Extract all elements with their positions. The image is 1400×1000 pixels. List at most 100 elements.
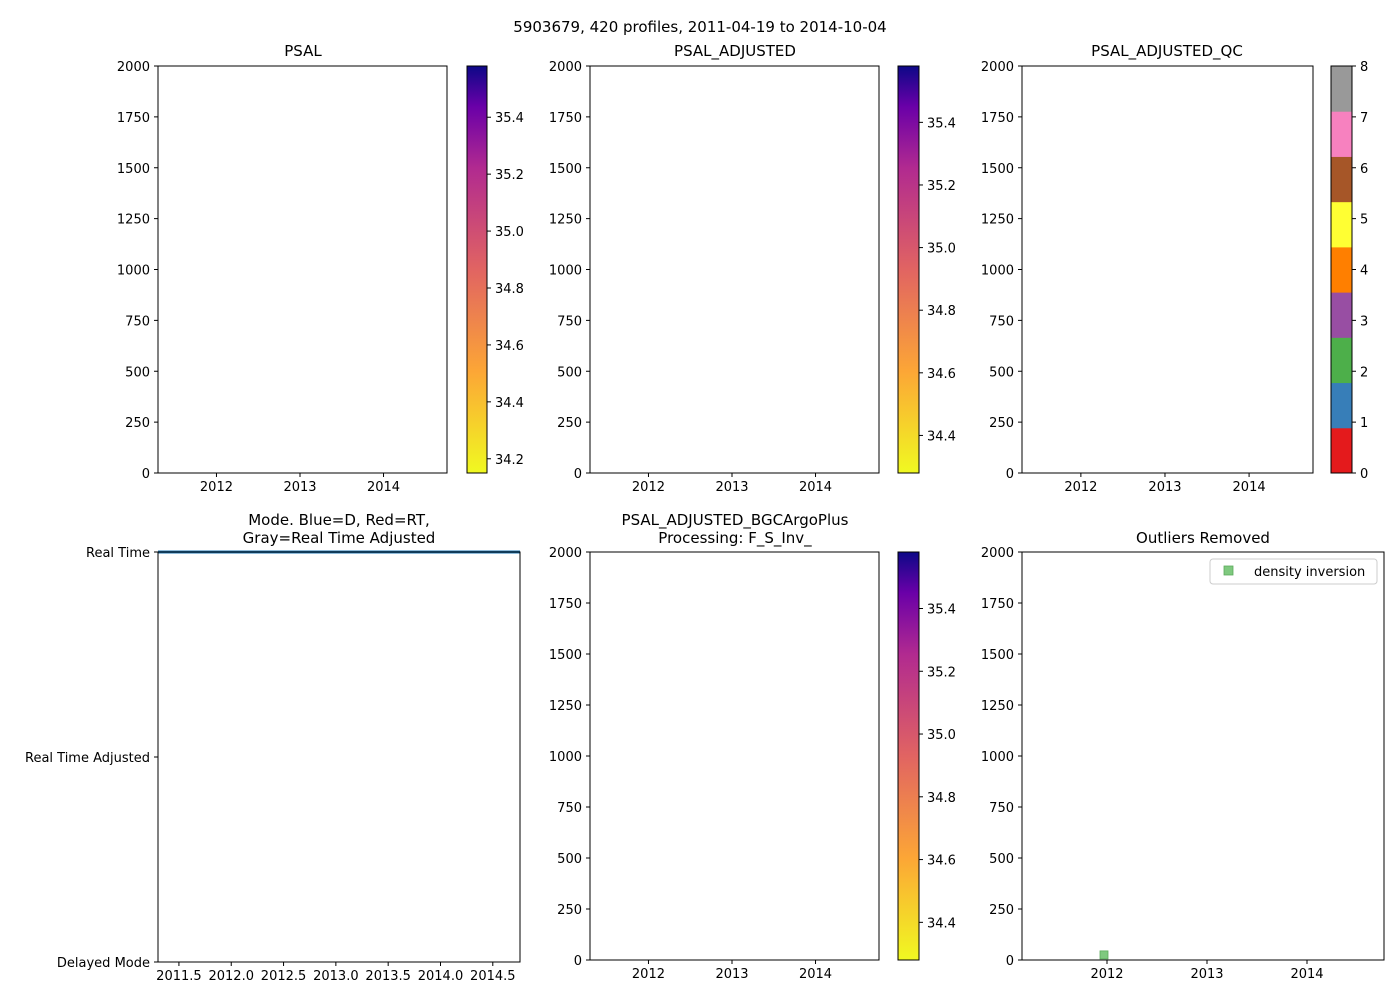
psal-bgc-colorbar-tick-label: 34.8 — [927, 791, 956, 806]
mode-x-tick-label: 2012.5 — [261, 969, 307, 984]
psal-adjusted-qc-y-tick-label: 0 — [1006, 467, 1014, 482]
psal-adjusted-qc-colorbar-segment — [1331, 246, 1352, 293]
legend-label-density-inversion: density inversion — [1254, 565, 1365, 580]
psal-y-tick-label: 1500 — [117, 162, 150, 177]
psal-adjusted-x-tick-label: 2013 — [715, 480, 748, 495]
outliers-axes: 2012 2013 2014 0 250 500 750 1000 1250 1500 1750 20… — [981, 546, 1324, 982]
psal-bgc-title-line-1: PSAL_ADJUSTED_BGCArgoPlus — [622, 511, 849, 530]
psal-colorbar-tick-label: 35.4 — [495, 111, 524, 126]
psal-adjusted-y-tick-label: 1500 — [549, 162, 582, 177]
psal-axes-frame — [157, 65, 448, 474]
legend-frame — [1209, 558, 1378, 585]
psal-bgc-colorbar-gradient — [898, 552, 919, 960]
psal-axes: 2012 2013 2014 0 250 500 750 1000 1250 1500 1750 20… — [117, 60, 400, 495]
psal-y-tick-label: 500 — [125, 365, 150, 380]
psal-adjusted-qc-y-tick-label: 1500 — [981, 162, 1014, 177]
psal-adjusted-y-tick-label: 500 — [557, 365, 582, 380]
psal-bgc-y-tick-label: 2000 — [549, 546, 582, 561]
psal-bgc-y-tick-label: 750 — [557, 801, 582, 816]
outliers-x-tick-label: 2014 — [1290, 967, 1323, 982]
mode-title-line-1: Mode. Blue=D, Red=RT, — [248, 511, 430, 529]
psal-bgc-colorbar: 34.4 34.6 34.8 35.0 35.2 35.4 — [897, 551, 956, 961]
psal-bgc-y-tick-label: 1250 — [549, 699, 582, 714]
psal-bgc-colorbar-tick-label: 35.2 — [927, 665, 956, 680]
psal-adjusted-colorbar-tick-label: 35.2 — [927, 179, 956, 194]
psal-colorbar-tick-label: 34.4 — [495, 396, 524, 411]
psal-adjusted-colorbar-tick-label: 34.4 — [927, 429, 956, 444]
psal-title: PSAL — [284, 42, 322, 60]
psal-adjusted-qc-colorbar-segment — [1331, 427, 1352, 474]
psal-y-tick-label: 1750 — [117, 111, 150, 126]
psal-y-tick-label: 250 — [125, 416, 150, 431]
outliers-x-tick-label: 2012 — [1090, 967, 1123, 982]
psal-bgc-x-tick-label: 2013 — [715, 967, 748, 982]
psal-adjusted-title: PSAL_ADJUSTED — [674, 42, 796, 61]
psal-bgc-colorbar-tick-label: 34.4 — [927, 916, 956, 931]
psal-bgc-y-tick-label: 0 — [574, 954, 582, 969]
mode-x-tick-label: 2012.0 — [208, 969, 254, 984]
psal-adjusted-qc-x-tick-label: 2014 — [1233, 480, 1266, 495]
psal-adjusted-y-tick-label: 250 — [557, 416, 582, 431]
psal-bgc-y-tick-label: 1000 — [549, 750, 582, 765]
outliers-y-tick-label: 750 — [989, 801, 1014, 816]
psal-adjusted-qc-colorbar-segment — [1331, 111, 1352, 157]
psal-x-tick-label: 2013 — [283, 480, 316, 495]
psal-adjusted-y-tick-label: 1250 — [549, 213, 582, 228]
psal-bgc-axes: 2012 2013 2014 0 250 500 750 1000 1250 1500 1750 20… — [549, 546, 832, 982]
psal-adjusted-qc-colorbar-tick-label: 4 — [1360, 264, 1368, 279]
outliers-axes-frame — [1021, 551, 1385, 961]
psal-colorbar: 34.2 34.4 34.6 34.8 35.0 35.2 35.4 — [466, 65, 524, 474]
mode-panel: Mode. Blue=D, Red=RT, Gray=Real Time Adj… — [25, 511, 521, 984]
psal-bgc-colorbar-frame — [897, 551, 920, 961]
psal-adjusted-qc-y-tick-label: 2000 — [981, 60, 1014, 75]
psal-adjusted-qc-colorbar-tick-label: 1 — [1360, 416, 1368, 431]
mode-axes: 2011.5 2012.0 2012.5 2013.0 2013.5 2014.0 2014… — [25, 546, 516, 984]
psal-adjusted-qc-panel: PSAL_ADJUSTED_QC 2012 2013 201402505007501… — [981, 42, 1368, 495]
outliers-x-tick-label: 2013 — [1190, 967, 1223, 982]
psal-adjusted-qc-y-tick-label: 1750 — [981, 111, 1014, 126]
psal-bgc-panel: PSAL_ADJUSTED_BGCArgoPlus Processing: F_… — [549, 511, 956, 982]
psal-colorbar-tick-label: 34.2 — [495, 453, 524, 468]
psal-adjusted-colorbar-tick-label: 34.6 — [927, 367, 956, 382]
psal-adjusted-y-tick-label: 1000 — [549, 264, 582, 279]
psal-bgc-axes-frame — [589, 551, 880, 961]
psal-y-tick-label: 0 — [142, 467, 150, 482]
psal-adjusted-qc-colorbar-tick-label: 8 — [1360, 60, 1368, 75]
psal-adjusted-colorbar-frame — [897, 65, 920, 474]
psal-y-tick-label: 2000 — [117, 60, 150, 75]
psal-bgc-colorbar-tick-label: 35.0 — [927, 728, 956, 743]
psal-adjusted-colorbar-gradient — [898, 66, 919, 473]
mode-y-tick-label: Real Time — [86, 546, 150, 561]
mode-x-tick-label: 2013.5 — [365, 969, 411, 984]
mode-x-tick-label: 2013.0 — [313, 969, 359, 984]
psal-y-tick-label: 1250 — [117, 213, 150, 228]
psal-adjusted-axes: 2012 2013 2014 0 250 500 750 1000 1250 1500 1750 20… — [549, 60, 832, 495]
psal-adjusted-qc-colorbar-tick-label: 6 — [1360, 162, 1368, 177]
psal-adjusted-qc-colorbar-tick-label: 5 — [1360, 213, 1368, 228]
psal-adjusted-qc-title: PSAL_ADJUSTED_QC — [1091, 42, 1243, 61]
psal-adjusted-qc-colorbar-tick-label: 3 — [1360, 314, 1368, 329]
psal-adjusted-y-tick-label: 1750 — [549, 111, 582, 126]
mode-title-line-2: Gray=Real Time Adjusted — [243, 529, 436, 547]
psal-bgc-y-tick-label: 1500 — [549, 648, 582, 663]
outliers-y-tick-label: 1750 — [981, 597, 1014, 612]
outliers-y-tick-label: 1250 — [981, 699, 1014, 714]
psal-bgc-y-tick-label: 500 — [557, 852, 582, 867]
psal-adjusted-qc-colorbar-tick-label: 0 — [1360, 467, 1368, 482]
outliers-y-tick-label: 250 — [989, 903, 1014, 918]
mode-y-tick-label: Delayed Mode — [57, 956, 150, 971]
psal-adjusted-qc-colorbar-segment — [1331, 201, 1352, 248]
outliers-legend: density inversion — [1209, 558, 1378, 585]
outliers-panel: Outliers Removed 2012 2013 2014 0 250 500 750 1… — [981, 529, 1385, 982]
psal-adjusted-qc-colorbar-segment — [1331, 382, 1352, 429]
psal-bgc-colorbar-tick-label: 35.4 — [927, 602, 956, 617]
psal-adjusted-qc-colorbar-tick-label: 7 — [1360, 111, 1368, 126]
outlier-point — [1099, 950, 1109, 960]
psal-colorbar-tick-label: 35.0 — [495, 225, 524, 240]
psal-x-tick-label: 2012 — [200, 480, 233, 495]
psal-adjusted-qc-axes: 2012 2013 2014 0 250 500 750 1000 1250 1500 1750 20… — [981, 60, 1266, 495]
outliers-y-tick-label: 1500 — [981, 648, 1014, 663]
psal-colorbar-gradient — [467, 66, 487, 473]
psal-adjusted-qc-colorbar-segment — [1331, 66, 1352, 112]
